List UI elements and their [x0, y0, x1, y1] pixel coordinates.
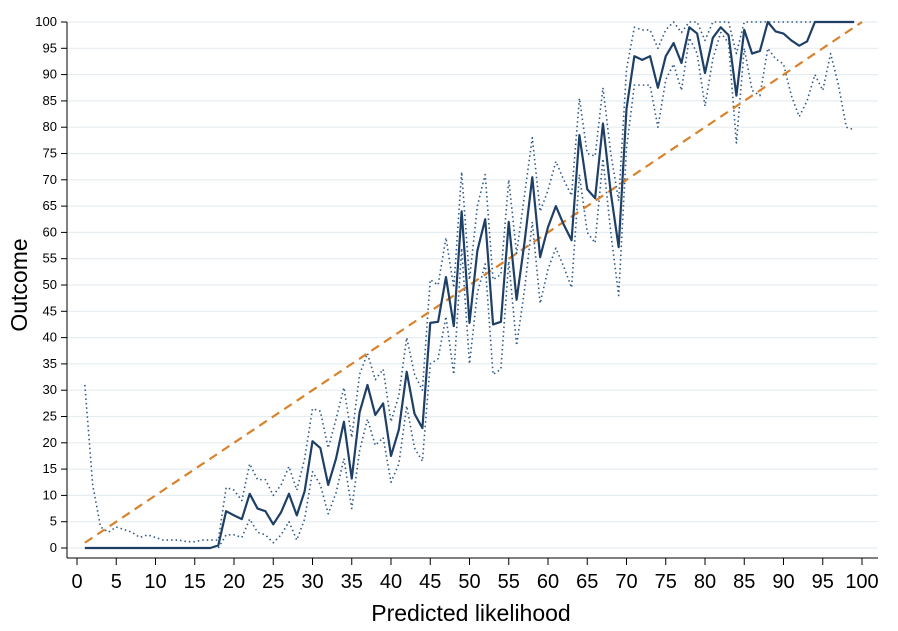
x-tick-label: 5 [111, 571, 122, 593]
series-group [84, 20, 863, 550]
y-tick-label: 55 [43, 251, 57, 266]
y-tick-label: 20 [43, 435, 57, 450]
x-tick-label: 100 [845, 571, 878, 593]
x-tick-label: 25 [262, 571, 284, 593]
y-tick-label: 40 [43, 330, 57, 345]
y-tick-label: 0 [50, 540, 57, 555]
x-tick-label: 90 [772, 571, 794, 593]
x-tick-label: 85 [733, 571, 755, 593]
series-line-ci-bound [84, 21, 855, 543]
y-tick-label: 65 [43, 198, 57, 213]
y-tick-label: 5 [50, 514, 57, 529]
x-tick-label: 95 [812, 571, 834, 593]
y-tick-label: 60 [43, 224, 57, 239]
x-tick-label: 20 [223, 571, 245, 593]
x-tick-label: 55 [498, 571, 520, 593]
x-tick-label: 10 [144, 571, 166, 593]
y-tick-label: 75 [43, 146, 57, 161]
y-tick-label: 70 [43, 172, 57, 187]
x-tick-label: 65 [576, 571, 598, 593]
y-tick-label: 100 [35, 14, 57, 29]
y-tick-label: 50 [43, 277, 57, 292]
y-tick-label: 90 [43, 67, 57, 82]
x-tick-label: 75 [655, 571, 677, 593]
series-line-observed [84, 20, 855, 550]
x-axis-label: Predicted likelihood [371, 600, 570, 626]
x-tick-label: 70 [615, 571, 637, 593]
x-tick-label: 15 [184, 571, 206, 593]
x-tick-label: 0 [71, 571, 82, 593]
x-tick-label: 80 [694, 571, 716, 593]
y-axis-label: Outcome [6, 238, 32, 331]
axes: 0510152025303540455055606570758085909510… [35, 14, 878, 593]
x-tick-label: 35 [341, 571, 363, 593]
y-tick-label: 80 [43, 119, 57, 134]
x-tick-label: 40 [380, 571, 402, 593]
y-tick-label: 15 [43, 461, 57, 476]
gridlines [67, 21, 878, 549]
x-tick-label: 30 [301, 571, 323, 593]
y-tick-label: 10 [43, 487, 57, 502]
x-tick-label: 60 [537, 571, 559, 593]
x-tick-label: 50 [458, 571, 480, 593]
y-tick-label: 85 [43, 93, 57, 108]
y-tick-label: 95 [43, 40, 57, 55]
y-tick-label: 25 [43, 409, 57, 424]
series-line-ci-bound [217, 31, 855, 549]
y-tick-label: 45 [43, 303, 57, 318]
x-tick-label: 45 [419, 571, 441, 593]
y-tick-label: 30 [43, 382, 57, 397]
y-tick-label: 35 [43, 356, 57, 371]
